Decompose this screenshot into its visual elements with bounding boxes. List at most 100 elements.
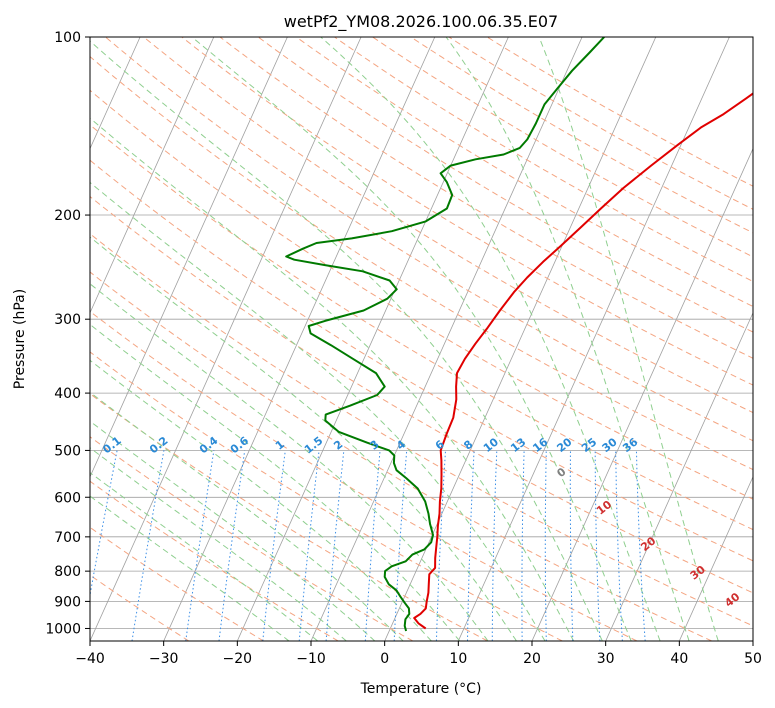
dry-adiabat-line: [105, 37, 753, 442]
dry-adiabat-line: [90, 574, 190, 641]
x-tick-label: 50: [744, 651, 762, 667]
dry-adiabat-line: [448, 37, 753, 210]
mixing-ratio-line: [185, 450, 215, 641]
dry-adiabat-label: -10: [18, 425, 42, 448]
moist-adiabat-line: [90, 323, 461, 641]
dry-adiabat-line: [257, 37, 753, 333]
mixing-ratio-label: 10: [481, 435, 501, 455]
isotherm-line: [0, 37, 66, 641]
dry-adiabat-line: [219, 37, 753, 359]
isotherm-line: [90, 37, 141, 150]
chart-title: wetPf2_YM08.2026.100.06.35.E07: [284, 12, 558, 32]
dry-adiabat-line: [90, 124, 753, 531]
moist-adiabat-label: 40: [722, 590, 742, 610]
moist-adiabat-line: [90, 181, 546, 641]
y-tick-label: 800: [54, 564, 81, 580]
dry-adiabat-line: [90, 195, 753, 594]
isotherm-line: [605, 311, 753, 641]
y-tick-label: 1000: [45, 621, 81, 637]
dry-adiabat-line: [90, 436, 414, 641]
moist-adiabat-line: [191, 37, 632, 641]
mixing-ratio-line: [325, 450, 345, 641]
moist-adiabat-label: 0: [554, 465, 568, 480]
x-axis: −40 −30 −20 −10 0 10 20 30 40 50: [75, 641, 762, 667]
dry-adiabat-line: [90, 393, 488, 641]
isotherm-line: [531, 147, 753, 641]
dry-adiabat-line: [90, 159, 753, 562]
temperature-profile-line: [413, 92, 753, 630]
isotherm-line: [90, 37, 288, 478]
x-tick-label: −10: [296, 651, 326, 667]
moist-adiabat-line: [90, 40, 603, 641]
y-tick-label: 300: [54, 312, 81, 328]
dry-adiabat-line: [334, 37, 753, 282]
moist-adiabat-label: 30: [688, 563, 708, 583]
mixing-ratio-label: 20: [554, 435, 574, 455]
y-axis: 100 200 300 400 500 600 700 800 900 1000: [45, 30, 90, 637]
x-axis-label: Temperature (°C): [360, 681, 482, 697]
mixing-ratio-line: [569, 450, 574, 641]
x-tick-label: 10: [449, 651, 467, 667]
isotherm-line: [678, 475, 753, 641]
mixing-ratio-line: [393, 450, 408, 641]
mixing-ratio-line: [262, 450, 286, 641]
y-tick-label: 700: [54, 530, 81, 546]
y-tick-label: 900: [54, 594, 81, 610]
dewpoint-profile-line: [285, 37, 605, 632]
x-tick-label: 0: [380, 651, 389, 667]
mixing-ratio-label: 0.1: [100, 434, 123, 456]
y-tick-label: 500: [54, 443, 81, 459]
moist-adiabat-line: [90, 117, 575, 641]
y-tick-label: 400: [54, 386, 81, 402]
moist-adiabat-line: [90, 495, 290, 641]
mixing-ratio-line: [218, 450, 246, 641]
dry-adiabat-line: [90, 55, 753, 471]
y-tick-label: 100: [54, 30, 81, 46]
dry-adiabat-line: [90, 351, 563, 641]
moist-adiabat-line: [445, 37, 690, 641]
isotherm-line: [163, 37, 436, 641]
moist-adiabat-line: [538, 37, 719, 641]
isotherm-line: [752, 640, 753, 641]
dry-adiabat-line: [90, 480, 339, 641]
x-tick-label: −20: [223, 651, 253, 667]
dry-adiabat-line: [90, 233, 753, 627]
mixing-ratio-line: [298, 450, 320, 641]
isotherm-line: [384, 37, 657, 641]
profiles: [285, 37, 753, 632]
isotherm-line: [457, 37, 730, 641]
background-lines: [0, 37, 753, 641]
mixing-ratio-line: [491, 450, 498, 641]
mixing-ratio-line: [544, 450, 547, 641]
moist-adiabat-line: [90, 420, 376, 641]
mixing-ratio-label: 16: [530, 435, 550, 455]
dry-adiabat-line: [90, 310, 638, 641]
plot-frame: [89, 36, 754, 642]
mixing-ratio-line: [131, 450, 165, 641]
moist-adiabat-line: [90, 391, 404, 641]
x-tick-label: 40: [670, 651, 688, 667]
mixing-ratio-line: [594, 450, 601, 641]
moist-adiabat-line: [90, 472, 319, 641]
dry-adiabat-line: [90, 526, 264, 641]
y-tick-label: 600: [54, 490, 81, 506]
dry-adiabat-line: [143, 37, 753, 414]
dry-adiabat-line: [90, 89, 753, 500]
y-tick-label: 200: [54, 208, 81, 224]
y-axis-label: Pressure (hPa): [12, 289, 28, 389]
dry-adiabat-line: [296, 37, 753, 308]
moist-adiabat-line: [320, 37, 661, 641]
isotherm-line: [236, 37, 509, 641]
x-tick-label: −30: [149, 651, 179, 667]
dry-adiabat-line: [90, 271, 712, 641]
x-tick-label: 30: [597, 651, 615, 667]
moist-adiabat-line: [90, 359, 432, 641]
mixing-ratio-label: 0.4: [197, 434, 221, 456]
line-annotations: -100-90-80-70-60-50-40-30-20-100.10.20.4…: [18, 425, 742, 610]
isotherm-line: [90, 37, 362, 641]
isotherm-line: [310, 37, 583, 641]
dry-adiabat-line: [181, 37, 753, 386]
mixing-ratio-label: 13: [508, 435, 528, 455]
x-tick-label: −40: [75, 651, 105, 667]
